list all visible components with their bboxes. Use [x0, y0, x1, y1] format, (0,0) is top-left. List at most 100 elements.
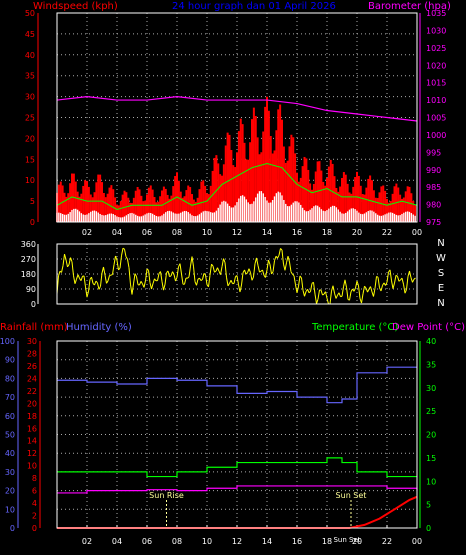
x-tick-label: 06 [142, 537, 152, 546]
wind-direction-trace [134, 273, 137, 277]
x-tick-label: 00 [412, 228, 422, 237]
wind-direction-trace [389, 269, 392, 281]
wind-direction-trace [370, 286, 373, 293]
rainfall-tick-label: 6 [32, 487, 37, 496]
wind-direction-trace [380, 285, 383, 292]
windspeed-tick-label: 45 [25, 30, 35, 39]
rainfall-tick-label: 4 [32, 499, 37, 508]
wind-direction-trace [241, 272, 244, 286]
wind-direction-trace [349, 291, 352, 301]
wind-direction-trace [149, 282, 152, 290]
wind-direction-trace [145, 268, 148, 281]
wind-direction-trace [110, 273, 113, 276]
wind-direction-trace [203, 273, 206, 276]
wind-direction-trace [209, 264, 212, 276]
humidity-tick-label: 40 [5, 449, 15, 458]
wind-direction-trace [122, 247, 125, 250]
x-tick-label: 04 [112, 228, 122, 237]
wind-direction-trace [94, 280, 97, 286]
wind-direction-trace [401, 277, 404, 285]
wind-direction-trace [80, 276, 83, 281]
wind-direction-trace [175, 277, 178, 282]
wind-direction-trace [404, 289, 407, 294]
wind-direction-trace [338, 292, 341, 297]
wind-direction-trace [341, 286, 344, 297]
wind-plot-frame [56, 12, 418, 223]
wind-direction-trace [167, 270, 170, 277]
wind-direction-trace [391, 280, 394, 289]
x-tick-label: 02 [82, 537, 92, 546]
rainfall-tick-label: 28 [27, 349, 37, 358]
windspeed-tick-label: 20 [25, 134, 35, 143]
wind-direction-trace [103, 266, 106, 276]
wind-direction-trace [67, 264, 70, 268]
temperature-tick-label: 30 [426, 384, 436, 393]
wind-direction-trace [292, 273, 295, 277]
wind-direction-trace [71, 261, 74, 276]
wind-direction-trace [157, 273, 160, 281]
rainfall-tick-label: 26 [27, 362, 37, 371]
wind-direction-trace [239, 284, 242, 293]
wind-direction-trace [227, 283, 230, 287]
wind-direction-trace [373, 288, 376, 297]
wind-direction-trace [112, 264, 115, 275]
wind-direction-trace [62, 254, 65, 266]
wind-direction-trace [77, 274, 80, 279]
rainfall-tick-label: 0 [32, 524, 37, 533]
wind-direction-trace [86, 291, 89, 298]
wind-direction-trace [169, 275, 172, 278]
wind-direction-trace [365, 287, 368, 293]
wind-direction-trace [301, 277, 304, 291]
temperature-line [57, 457, 417, 478]
wind-direction-trace [65, 259, 68, 267]
x-tick-label: 14 [262, 537, 272, 546]
wind-direction-trace [125, 256, 128, 260]
wind-direction-trace [248, 268, 251, 273]
windspeed-tick-label: 35 [25, 72, 35, 81]
wind-direction-trace [310, 283, 313, 292]
humidity-tick-label: 30 [5, 468, 15, 477]
wind-direction-trace [208, 275, 211, 287]
x-tick-label: 22 [382, 228, 392, 237]
wind-direction-trace [358, 285, 361, 299]
x-tick-label: 00 [412, 537, 422, 546]
wind-direction-trace [392, 282, 395, 289]
rainfall-tick-label: 24 [27, 374, 37, 383]
wind-direction-trace [394, 275, 397, 284]
wind-direction-trace [128, 267, 131, 285]
wind-direction-trace [181, 273, 184, 285]
wind-direction-trace [284, 262, 287, 271]
wind-direction-trace [335, 295, 338, 299]
sunrise-label: Sun Rise [149, 491, 184, 500]
windspeed-tick-label: 30 [25, 93, 35, 102]
wind-direction-trace [119, 255, 122, 269]
wind-direction-trace [146, 268, 149, 271]
wind-direction-trace [191, 256, 194, 267]
barometer-tick-label: 1000 [426, 131, 446, 140]
wind-direction-trace [160, 271, 163, 282]
barometer-tick-label: 1005 [426, 114, 446, 123]
direction-tick-label: 270 [21, 255, 36, 264]
barometer-tick-label: 1015 [426, 79, 446, 88]
wind-direction-trace [106, 280, 109, 284]
windspeed-tick-label: 50 [25, 9, 35, 18]
wind-direction-trace [322, 293, 325, 296]
wind-direction-trace [367, 288, 370, 293]
wind-direction-trace [410, 277, 413, 283]
wind-direction-trace [230, 279, 233, 284]
x-tick-label: 18 [322, 228, 332, 237]
wind-direction-trace [220, 266, 223, 275]
wind-direction-trace [356, 280, 359, 286]
wind-direction-trace [245, 272, 248, 275]
sunset-time-label: Sun Set [333, 536, 360, 544]
humidity-tick-label: 10 [5, 505, 15, 514]
wind-direction-trace [376, 275, 379, 278]
x-tick-label: 04 [112, 537, 122, 546]
wind-direction-trace [316, 299, 319, 304]
wind-direction-trace [308, 291, 311, 294]
wind-direction-trace [58, 271, 61, 276]
rainfall-tick-label: 12 [27, 449, 37, 458]
compass-letter: W [436, 253, 446, 264]
wind-direction-trace [238, 284, 241, 293]
